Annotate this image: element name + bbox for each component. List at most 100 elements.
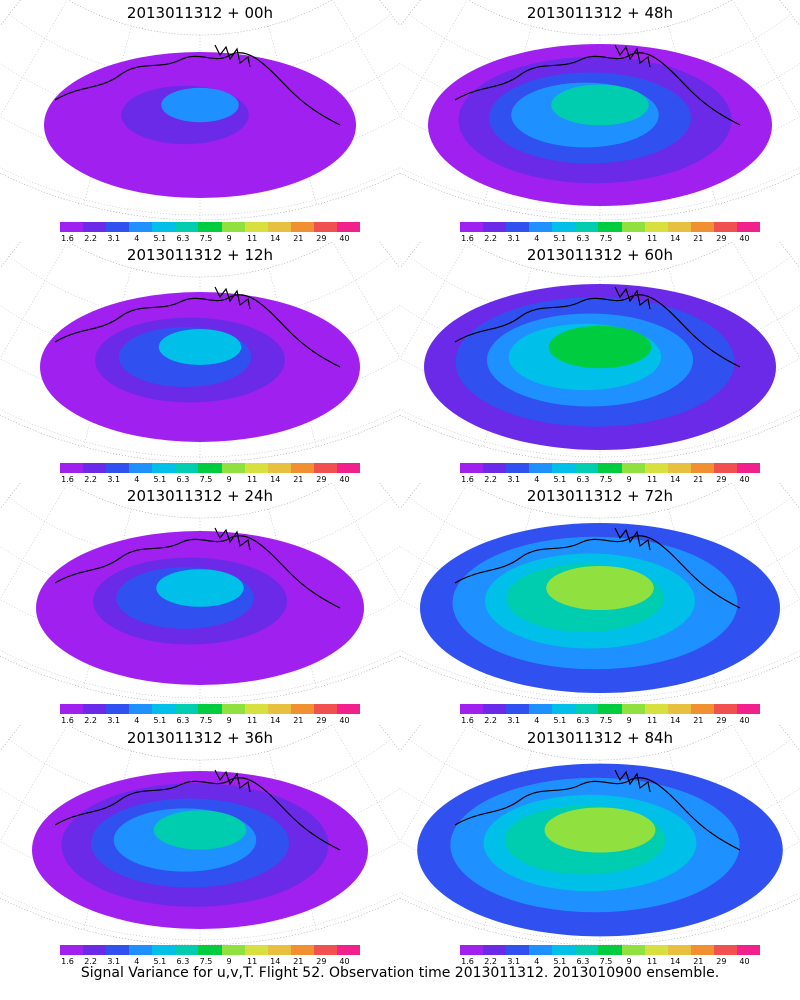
colorbar-swatch <box>198 463 222 473</box>
graticule-line <box>408 256 792 323</box>
panel-title: 2013011312 + 72h <box>526 487 674 505</box>
graticule-line <box>400 62 800 126</box>
colorbar-swatch <box>129 222 153 232</box>
panel-title: 2013011312 + 84h <box>526 729 674 747</box>
colorbar-swatch <box>506 704 530 714</box>
variance-map <box>0 725 400 945</box>
colorbar-labels: 1.6 2.2 3.1 4 5.1 6.3 7.5 9 11 14 21 29 40 <box>60 957 360 969</box>
colorbar <box>60 463 361 473</box>
variance-field <box>424 284 776 450</box>
colorbar-label: 1.6 <box>61 475 74 484</box>
graticule-line <box>332 0 400 117</box>
colorbar-swatch <box>267 704 291 714</box>
variance-map <box>400 242 800 462</box>
colorbar-label: 2.2 <box>484 234 497 243</box>
coastline <box>54 777 341 851</box>
colorbar-label: 21 <box>693 957 704 966</box>
colorbar-label: 2.2 <box>484 475 497 484</box>
colorbar-label: 6.3 <box>576 234 590 243</box>
variance-contour <box>158 329 242 365</box>
variance-contour <box>161 87 239 123</box>
colorbar-label: 40 <box>339 475 350 484</box>
colorbar-label: 3.1 <box>507 957 521 966</box>
colorbar-swatch <box>290 945 314 955</box>
colorbar-swatch <box>552 222 576 232</box>
colorbar-label: 1.6 <box>461 234 474 243</box>
colorbar-swatch <box>713 222 737 232</box>
colorbar-label: 2.2 <box>484 957 497 966</box>
graticule-line <box>0 725 68 842</box>
colorbar-label: 6.3 <box>176 957 190 966</box>
colorbar-swatch <box>290 704 314 714</box>
coastline <box>54 535 341 609</box>
colorbar-swatch <box>506 945 530 955</box>
colorbar-swatch <box>598 463 622 473</box>
colorbar-label: 6.3 <box>576 957 590 966</box>
graticule-line <box>0 483 68 600</box>
coastline <box>614 44 651 68</box>
colorbar-swatch <box>336 704 361 714</box>
colorbar-swatch <box>529 222 553 232</box>
colorbar-label: 29 <box>716 234 727 243</box>
coastline <box>614 769 651 793</box>
colorbar-swatch <box>621 945 645 955</box>
colorbar-swatch <box>152 222 176 232</box>
colorbar-label: 14 <box>270 716 281 725</box>
colorbar-swatch <box>552 945 576 955</box>
colorbar-swatch <box>60 463 84 473</box>
colorbar-swatch <box>483 945 507 955</box>
colorbar-label: 11 <box>247 957 258 966</box>
graticule-line <box>732 483 800 600</box>
colorbar-swatch <box>483 463 507 473</box>
colorbar-swatch <box>621 463 645 473</box>
map-panel: 2013011312 + 24h 1.6 2.2 3.1 4 5.1 6.3 7.5 9 11 14… <box>0 483 400 728</box>
colorbar-label: 7.5 <box>199 716 213 725</box>
colorbar-swatch <box>221 945 245 955</box>
variance-contour <box>544 807 656 853</box>
colorbar-swatch <box>221 704 245 714</box>
graticule-line <box>0 545 400 609</box>
graticule-line <box>732 242 800 359</box>
variance-field <box>32 771 368 929</box>
colorbar-swatch <box>575 945 599 955</box>
panel-title: 2013011312 + 36h <box>126 729 274 747</box>
colorbar-label: 40 <box>739 957 750 966</box>
graticule-line <box>83 267 132 447</box>
colorbar-label: 11 <box>647 957 658 966</box>
colorbar-swatch <box>60 222 84 232</box>
colorbar-label: 5.1 <box>153 234 167 243</box>
colorbar-swatch <box>598 222 622 232</box>
variance-map <box>0 242 400 462</box>
colorbar-swatch <box>736 222 761 232</box>
colorbar-swatch <box>244 463 268 473</box>
colorbar-label: 6.3 <box>576 475 590 484</box>
colorbar-label: 40 <box>739 716 750 725</box>
coastline <box>454 777 741 851</box>
graticule-line <box>268 267 317 447</box>
graticule-line <box>268 25 317 205</box>
colorbar-swatch <box>129 945 153 955</box>
colorbar-swatch <box>552 463 576 473</box>
colorbar-label: 2.2 <box>84 475 97 484</box>
colorbar-swatch <box>736 463 761 473</box>
variance-contour <box>153 810 247 850</box>
colorbar-label: 11 <box>647 716 658 725</box>
colorbar <box>460 704 761 714</box>
colorbar-swatch <box>644 463 668 473</box>
coastline <box>454 294 741 368</box>
colorbar-label: 9 <box>226 234 232 243</box>
colorbar-label: 1.6 <box>461 475 474 484</box>
colorbar-swatch <box>598 945 622 955</box>
graticule-line <box>0 62 400 126</box>
map-panel: 2013011312 + 84h 1.6 2.2 3.1 4 5.1 6.3 7.5 9 11 14… <box>400 725 800 970</box>
colorbar-swatch <box>175 945 199 955</box>
colorbar-label: 1.6 <box>461 716 474 725</box>
variance-map <box>0 483 400 703</box>
colorbar-swatch <box>313 704 337 714</box>
colorbar-label: 29 <box>716 475 727 484</box>
panel-title: 2013011312 + 00h <box>126 4 274 22</box>
colorbar-label: 3.1 <box>107 234 121 243</box>
colorbar-label: 7.5 <box>599 957 613 966</box>
graticule-line <box>732 0 800 117</box>
map-panel: 2013011312 + 12h 1.6 2.2 3.1 4 5.1 6.3 7.5 9 11 14… <box>0 242 400 487</box>
